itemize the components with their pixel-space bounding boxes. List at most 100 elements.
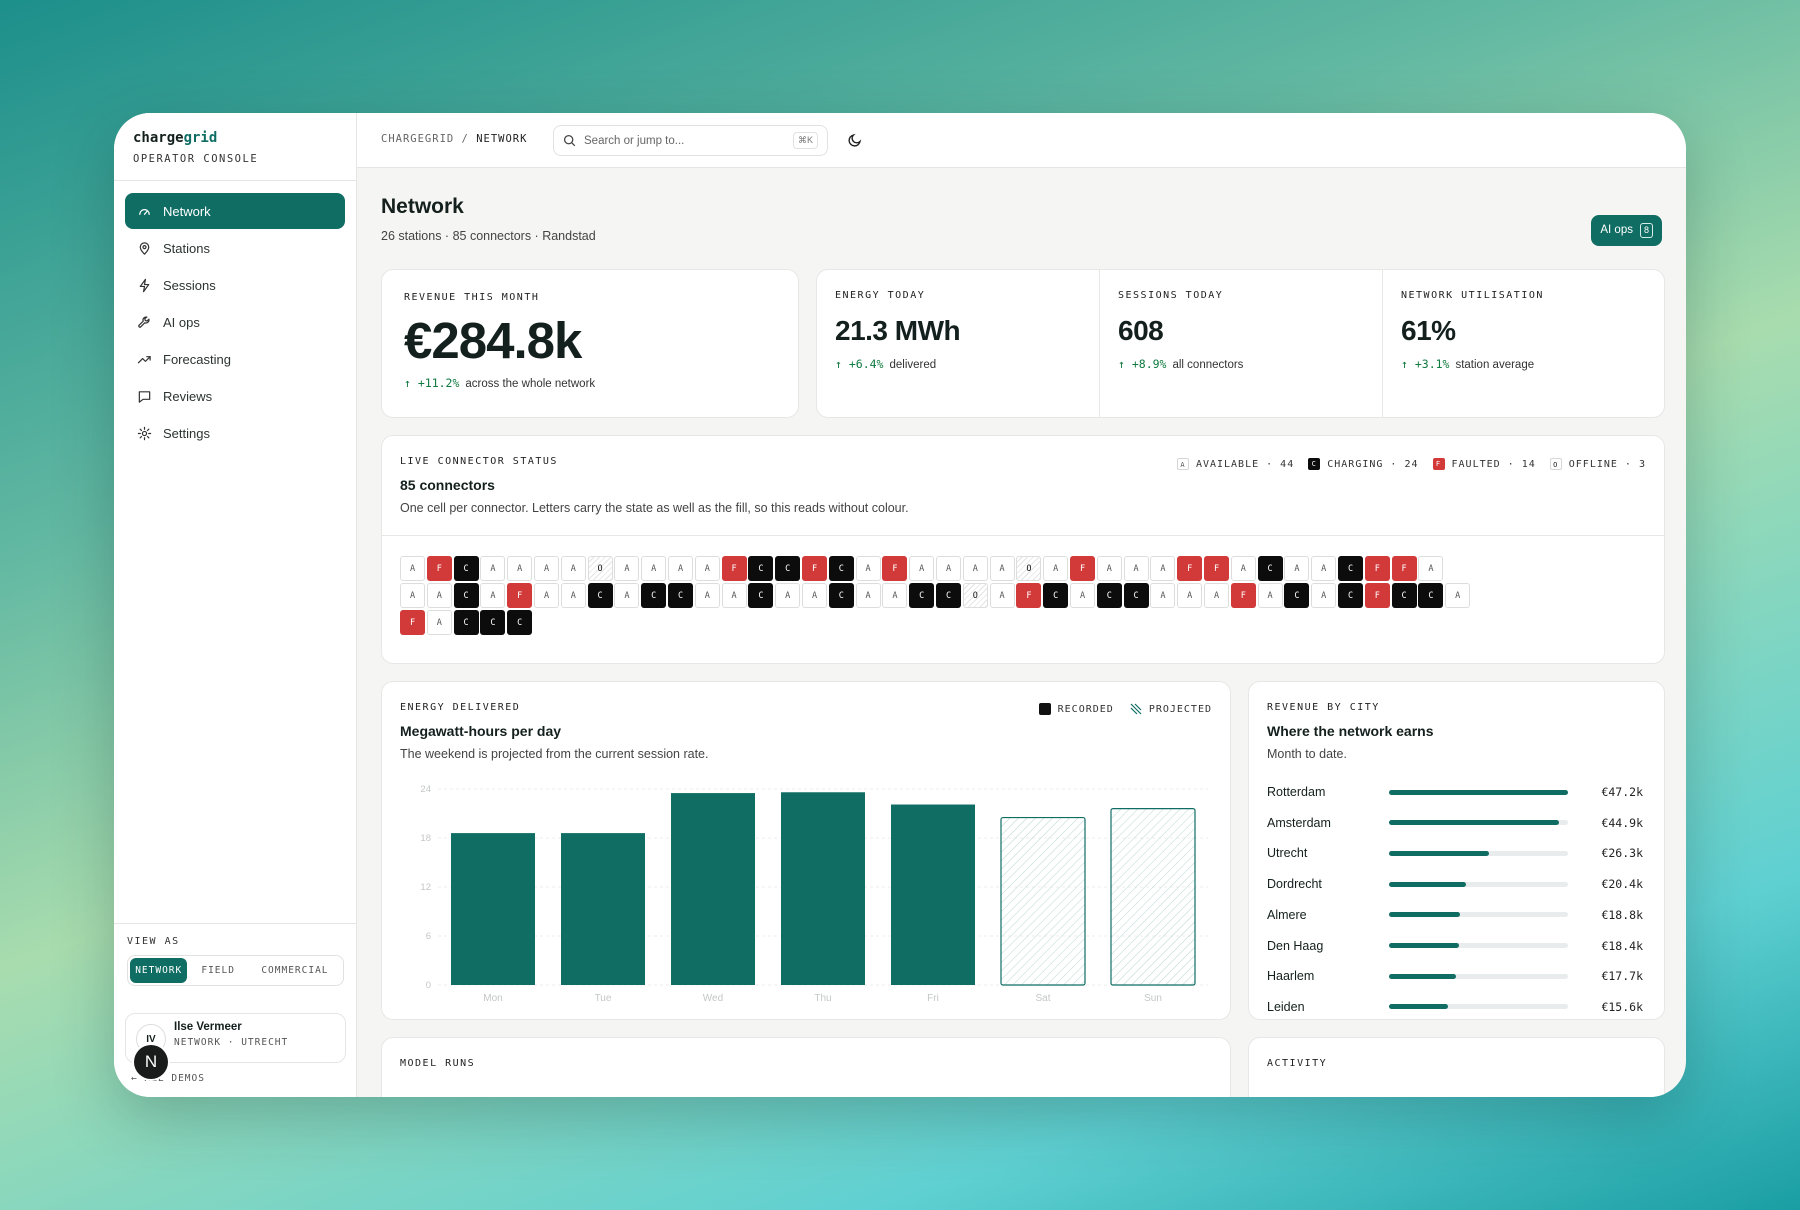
search-input[interactable]: Search or jump to... ⌘K [553, 125, 828, 156]
connector-cell[interactable]: F [1364, 556, 1390, 581]
connector-cell[interactable]: A [1096, 556, 1122, 581]
ai-ops-button[interactable]: AI ops 8 [1591, 215, 1662, 246]
connector-cell[interactable]: A [426, 583, 452, 608]
connector-cell[interactable]: C [453, 583, 479, 608]
connector-cell[interactable]: C [1338, 583, 1363, 608]
connector-cell[interactable]: F [1070, 556, 1095, 581]
connector-cell[interactable]: F [1364, 583, 1390, 608]
connector-cell[interactable]: A [1150, 556, 1176, 581]
connector-cell[interactable]: A [1418, 556, 1444, 581]
connector-cell[interactable]: A [614, 556, 640, 581]
connector-cell[interactable]: F [426, 556, 452, 581]
connector-cell[interactable]: A [882, 583, 908, 608]
recorded-bar[interactable] [891, 804, 975, 985]
view-as-commercial[interactable]: COMMERCIAL [261, 965, 329, 976]
connector-cell[interactable]: C [1043, 583, 1069, 608]
connector-cell[interactable]: A [1150, 583, 1176, 608]
connector-cell[interactable]: A [668, 556, 693, 581]
sidebar-item-stations[interactable]: Stations [125, 230, 345, 266]
connector-cell[interactable]: A [507, 556, 533, 581]
connector-cell[interactable]: F [1016, 583, 1042, 608]
connector-cell[interactable]: F [1230, 583, 1256, 608]
connector-cell[interactable]: C [1338, 556, 1363, 581]
breadcrumb-root[interactable]: CHARGEGRID [381, 133, 455, 145]
connector-cell[interactable]: A [802, 583, 827, 608]
connector-cell[interactable]: C [1391, 583, 1417, 608]
connector-cell[interactable]: A [614, 583, 640, 608]
connector-cell[interactable]: F [882, 556, 908, 581]
projected-bar[interactable] [1000, 816, 1086, 986]
connector-cell[interactable]: A [641, 556, 667, 581]
sidebar-item-forecasting[interactable]: Forecasting [125, 341, 345, 377]
connector-cell[interactable]: A [480, 583, 506, 608]
connector-cell[interactable]: A [480, 556, 506, 581]
connector-cell[interactable]: C [936, 583, 961, 608]
connector-cell[interactable]: C [909, 583, 935, 608]
connector-cell[interactable]: F [802, 556, 827, 581]
city-row[interactable]: Almere €18.8k [1267, 905, 1643, 925]
connector-cell[interactable]: A [1257, 583, 1283, 608]
connector-cell[interactable]: A [1043, 556, 1069, 581]
connector-cell[interactable]: A [1230, 556, 1256, 581]
connector-cell[interactable]: C [828, 556, 854, 581]
connector-cell[interactable]: C [1418, 583, 1444, 608]
sidebar-item-network[interactable]: Network [125, 193, 345, 229]
connector-cell[interactable]: F [1204, 556, 1229, 581]
connector-cell[interactable]: F [1391, 556, 1417, 581]
view-as-network[interactable]: NETWORK [130, 958, 188, 983]
projected-bar[interactable] [1110, 807, 1196, 986]
connector-cell[interactable]: C [1284, 583, 1310, 608]
connector-cell[interactable]: A [855, 556, 881, 581]
connector-cell[interactable]: A [989, 556, 1015, 581]
connector-cell[interactable]: A [1311, 556, 1337, 581]
city-row[interactable]: Leiden €15.6k [1267, 997, 1643, 1017]
city-row[interactable]: Rotterdam €47.2k [1267, 782, 1643, 802]
connector-cell[interactable]: F [1177, 556, 1203, 581]
connector-cell[interactable]: O [962, 583, 988, 608]
recorded-bar[interactable] [671, 793, 755, 985]
connector-cell[interactable]: A [694, 556, 720, 581]
sidebar-item-ai-ops[interactable]: AI ops [125, 304, 345, 340]
connector-cell[interactable]: C [587, 583, 613, 608]
connector-cell[interactable]: A [560, 556, 586, 581]
connector-cell[interactable]: A [1445, 583, 1471, 608]
connector-cell[interactable]: F [400, 610, 425, 635]
connector-cell[interactable]: C [748, 556, 774, 581]
connector-cell[interactable]: F [507, 583, 533, 608]
recorded-bar[interactable] [781, 792, 865, 985]
n-badge[interactable]: N [134, 1045, 168, 1079]
connector-cell[interactable]: C [748, 583, 774, 608]
view-as-field[interactable]: FIELD [201, 965, 235, 976]
sidebar-item-settings[interactable]: Settings [125, 415, 345, 451]
recorded-bar[interactable] [561, 833, 645, 985]
connector-cell[interactable]: A [400, 583, 425, 608]
connector-cell[interactable]: A [400, 556, 425, 581]
connector-cell[interactable]: C [453, 556, 479, 581]
sidebar-item-sessions[interactable]: Sessions [125, 267, 345, 303]
recorded-bar[interactable] [451, 833, 535, 985]
connector-cell[interactable]: C [775, 556, 801, 581]
connector-cell[interactable]: F [721, 556, 747, 581]
connector-cell[interactable]: A [694, 583, 720, 608]
connector-cell[interactable]: A [426, 610, 452, 635]
connector-cell[interactable]: A [855, 583, 881, 608]
moon-icon[interactable] [847, 132, 863, 148]
connector-cell[interactable]: A [1177, 583, 1203, 608]
connector-cell[interactable]: C [480, 610, 506, 635]
connector-cell[interactable]: A [560, 583, 586, 608]
connector-cell[interactable]: A [909, 556, 935, 581]
connector-cell[interactable]: C [641, 583, 667, 608]
connector-cell[interactable]: O [587, 556, 613, 581]
connector-cell[interactable]: C [828, 583, 854, 608]
city-row[interactable]: Den Haag €18.4k [1267, 936, 1643, 956]
connector-cell[interactable]: C [1096, 583, 1122, 608]
sidebar-item-reviews[interactable]: Reviews [125, 378, 345, 414]
connector-cell[interactable]: C [668, 583, 693, 608]
city-row[interactable]: Amsterdam €44.9k [1267, 813, 1643, 833]
connector-cell[interactable]: C [1257, 556, 1283, 581]
connector-cell[interactable]: A [962, 556, 988, 581]
connector-cell[interactable]: A [936, 556, 961, 581]
connector-cell[interactable]: O [1016, 556, 1042, 581]
connector-cell[interactable]: C [1123, 583, 1149, 608]
connector-cell[interactable]: A [1204, 583, 1229, 608]
